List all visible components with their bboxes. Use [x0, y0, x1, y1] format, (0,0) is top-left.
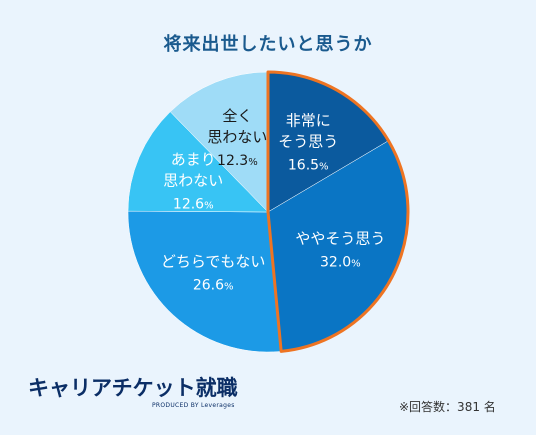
slice-label: 非常に: [286, 112, 331, 130]
brand-logo: キャリアチケット就職 PRODUCED BY Leverages: [28, 372, 258, 409]
slice-label: あまり: [171, 150, 216, 168]
slice-label: ややそう思う: [295, 230, 385, 248]
respondent-count: ※回答数：381 名: [399, 400, 496, 414]
slice-value-label: 16.5%: [288, 158, 329, 174]
slice-label: そう思う: [278, 133, 338, 151]
slice-value-label: 26.6%: [193, 278, 234, 294]
pie-slice: [127, 111, 269, 213]
pie-slice: [169, 71, 269, 213]
slice-label: どちらでもない: [161, 253, 266, 271]
slice-label: 思わない: [163, 171, 223, 189]
slice-value-label: 12.3%: [217, 153, 258, 169]
brand-produced-by: PRODUCED BY Leverages: [152, 402, 235, 409]
highlight-outline: [266, 70, 410, 353]
slice-value-label: 12.6%: [173, 196, 214, 212]
slice-label: 全く: [222, 107, 252, 125]
slice-value-label: 32.0%: [320, 255, 361, 271]
brand-name: キャリアチケット就職: [28, 376, 238, 400]
pie-slice: [127, 210, 282, 353]
slice-label: 思わない: [207, 128, 267, 146]
chart-title: 将来出世したいと思うか: [163, 34, 373, 55]
